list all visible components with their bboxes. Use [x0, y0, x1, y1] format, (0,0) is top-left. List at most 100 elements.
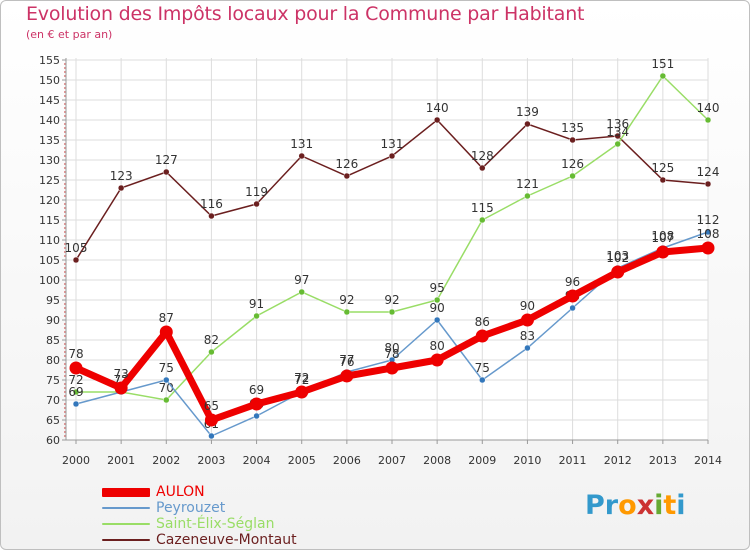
data-point	[72, 388, 80, 396]
x-tick-label: 2006	[333, 454, 361, 467]
y-tick-label: 155	[39, 54, 60, 67]
y-tick-label: 85	[46, 334, 60, 347]
data-point	[433, 316, 441, 324]
data-label: 131	[290, 137, 313, 151]
x-tick-label: 2009	[468, 454, 496, 467]
data-label: 92	[339, 293, 354, 307]
logo-letter: t	[663, 490, 677, 521]
data-label: 77	[339, 353, 354, 367]
logo-letter: P	[585, 490, 605, 521]
legend-swatch-saint-elix-seglan	[102, 523, 150, 525]
data-label: 78	[68, 347, 83, 361]
data-point	[163, 396, 170, 404]
data-label: 112	[697, 213, 720, 227]
data-label: 96	[565, 275, 580, 289]
data-label: 83	[520, 329, 535, 343]
data-label: 92	[384, 293, 399, 307]
data-point	[433, 116, 441, 124]
x-tick-label: 2008	[423, 454, 451, 467]
data-label: 108	[697, 227, 720, 241]
data-point	[479, 376, 486, 384]
x-tick-label: 2013	[649, 454, 677, 467]
y-tick-label: 100	[39, 274, 60, 287]
y-tick-label: 90	[46, 314, 60, 327]
data-point	[524, 344, 531, 352]
data-label: 139	[516, 105, 539, 119]
data-point	[566, 289, 580, 303]
x-tick-label: 2001	[107, 454, 135, 467]
legend-item-peyrouzet: Peyrouzet	[102, 500, 297, 516]
data-label: 86	[475, 315, 490, 329]
legend-label-aulon: AULON	[156, 484, 205, 500]
legend-label-cazeneuve-montaut: Cazeneuve-Montaut	[156, 532, 297, 548]
data-point	[208, 212, 215, 220]
data-label: 80	[384, 341, 399, 355]
data-label: 69	[68, 385, 83, 399]
y-tick-label: 150	[39, 74, 60, 87]
data-label: 135	[561, 121, 584, 135]
data-label: 91	[249, 297, 264, 311]
data-label: 108	[651, 229, 674, 243]
data-point	[388, 152, 396, 160]
data-point	[704, 180, 712, 188]
data-label: 72	[68, 373, 83, 387]
data-point	[479, 216, 486, 224]
logo-letter: x	[636, 490, 655, 521]
y-tick-label: 110	[39, 234, 60, 247]
data-point	[388, 308, 396, 316]
data-label: 140	[697, 101, 720, 115]
data-point	[208, 348, 215, 356]
data-point	[208, 432, 215, 440]
y-tick-label: 125	[39, 174, 60, 187]
legend-item-cazeneuve-montaut: Cazeneuve-Montaut	[102, 532, 297, 548]
data-label: 127	[155, 153, 178, 167]
data-label: 90	[430, 301, 445, 315]
data-label: 76	[339, 355, 354, 369]
data-point	[117, 184, 125, 192]
y-tick-label: 75	[46, 374, 60, 387]
y-tick-label: 80	[46, 354, 60, 367]
chart-subtitle: (en € et par an)	[26, 28, 113, 41]
data-label: 95	[430, 281, 445, 295]
data-point	[569, 172, 576, 180]
proxiti-logo: Proxiti	[585, 490, 686, 521]
y-tick-label: 130	[39, 154, 60, 167]
data-point	[656, 245, 670, 259]
data-label: 151	[651, 57, 674, 71]
data-point	[569, 136, 576, 144]
y-tick-label: 120	[39, 194, 60, 207]
y-tick-label: 145	[39, 94, 60, 107]
x-tick-label: 2014	[694, 454, 722, 467]
y-tick-label: 65	[46, 414, 60, 427]
data-point	[704, 116, 712, 124]
x-tick-label: 2007	[378, 454, 406, 467]
data-point	[524, 192, 531, 200]
data-label: 128	[471, 149, 494, 163]
data-point	[659, 176, 667, 184]
data-point	[475, 329, 489, 343]
data-point	[430, 353, 444, 367]
data-label: 80	[430, 339, 445, 353]
data-label: 140	[426, 101, 449, 115]
data-point	[298, 152, 305, 160]
data-point	[253, 312, 260, 320]
data-point	[479, 164, 486, 172]
data-label: 69	[249, 383, 264, 397]
x-tick-label: 2003	[197, 454, 225, 467]
data-point	[704, 228, 712, 236]
legend-label-saint-elix-seglan: Saint-Élix-Séglan	[156, 516, 275, 532]
y-tick-label: 70	[46, 394, 60, 407]
data-label: 102	[606, 251, 629, 265]
data-point	[72, 256, 80, 264]
data-point	[298, 288, 305, 296]
logo-letter: r	[604, 490, 619, 521]
data-point	[250, 397, 264, 411]
data-point	[614, 140, 621, 148]
data-label: 124	[697, 165, 720, 179]
data-point	[163, 376, 170, 384]
legend-swatch-cazeneuve-montaut	[102, 539, 150, 541]
data-label: 72	[294, 371, 309, 385]
legend-swatch-aulon	[102, 487, 150, 497]
x-tick-label: 2011	[559, 454, 587, 467]
